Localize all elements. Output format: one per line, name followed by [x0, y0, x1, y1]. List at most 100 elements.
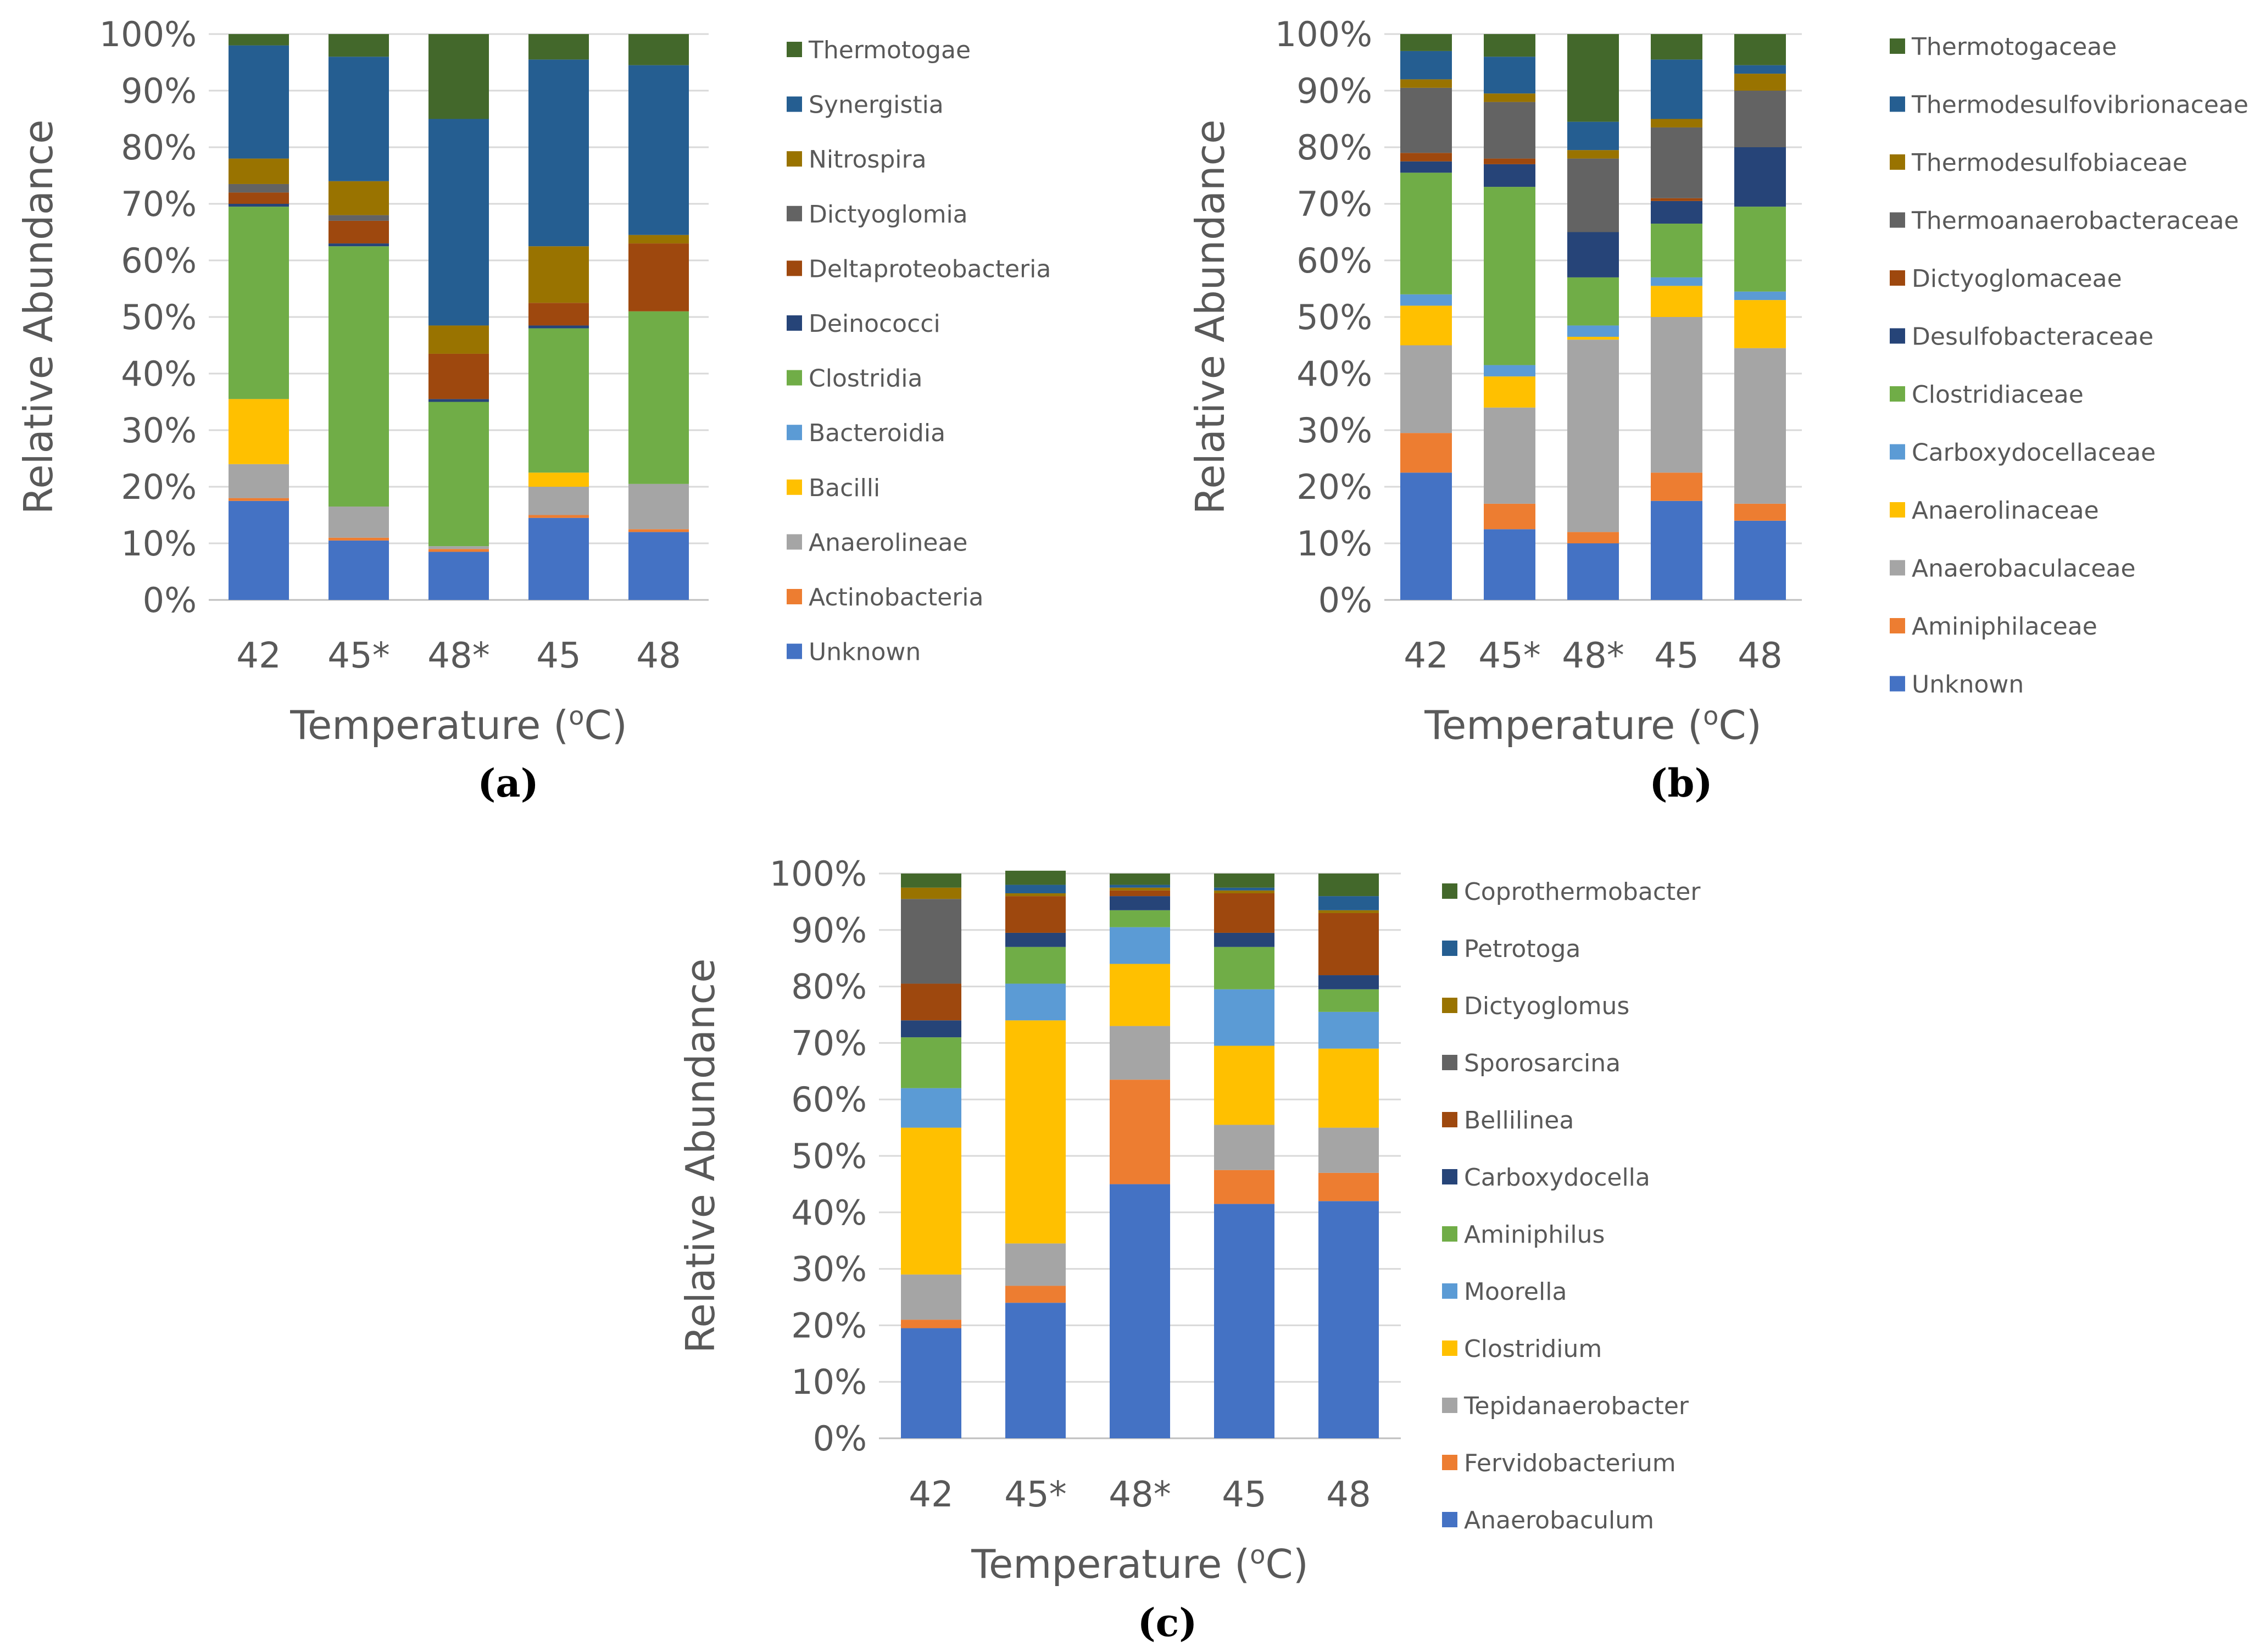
legend: Thermotogaceae Thermodesulfovibrionaceae T… [1890, 33, 2248, 699]
y-axis-title: Relative Abundance [1187, 120, 1233, 515]
bar-segment [229, 158, 289, 184]
x-tick-label: 42 [909, 1475, 953, 1515]
legend-item: Moorella [1442, 1278, 1567, 1306]
legend-item: Clostridiaceae [1890, 381, 2084, 409]
legend-item: Clostridia [787, 365, 922, 393]
legend-swatch [787, 534, 802, 550]
bar-segment [1567, 158, 1619, 232]
legend-swatch [787, 96, 802, 112]
legend-item: Deinococci [787, 310, 940, 338]
bar-segment [628, 65, 689, 235]
bar-segment [1110, 964, 1170, 1026]
bar-segment [1400, 87, 1452, 153]
bar-segment [901, 983, 961, 1021]
bar-segment [428, 353, 489, 399]
legend-swatch [787, 425, 802, 441]
legend-label: Clostridiaceae [1912, 381, 2084, 409]
bar-segment [1734, 348, 1786, 504]
y-tick-label: 30% [121, 410, 197, 450]
bar-segment [1005, 893, 1066, 897]
bar-segment [1214, 989, 1274, 1046]
bar-segment [1214, 1204, 1274, 1438]
bar-segment [901, 1127, 961, 1275]
bar-segment [1110, 910, 1170, 927]
bar-segment [229, 192, 289, 204]
bar-segment [1318, 874, 1379, 897]
legend-label: Fervidobacterium [1464, 1449, 1676, 1477]
bar-segment [1400, 294, 1452, 306]
bar-segment [1400, 433, 1452, 473]
y-tick-label: 60% [1296, 241, 1372, 281]
legend-item: Anaerolinaceae [1890, 497, 2099, 525]
bar-segment [1567, 340, 1619, 532]
legend-label: Anaerobaculum [1464, 1506, 1654, 1534]
bar-segment [1214, 947, 1274, 989]
bar-segment [1005, 1303, 1066, 1438]
bar-segment [1734, 291, 1786, 301]
legend-item: Coprothermobacter [1442, 878, 1701, 906]
legend-item: Dictyoglomaceae [1890, 265, 2122, 293]
bar-segment [1318, 913, 1379, 976]
y-tick-label: 10% [791, 1362, 867, 1402]
legend-item: Aminiphilus [1442, 1221, 1605, 1249]
x-axis-title: Temperature (oC) [290, 701, 627, 748]
legend-item: Dictyoglomus [1442, 992, 1629, 1020]
y-axis-title: Relative Abundance [677, 959, 723, 1354]
legend-label: Bellilinea [1464, 1106, 1574, 1134]
bar-segment [528, 518, 589, 600]
bar-segment [1651, 34, 1702, 60]
legend-label: Actinobacteria [809, 583, 983, 611]
y-tick-label: 40% [121, 354, 197, 394]
x-tick-label: 48 [1738, 636, 1782, 676]
bar-segment [229, 498, 289, 501]
bar-segment [1484, 187, 1535, 365]
y-tick-label: 90% [121, 71, 197, 111]
bar-segment [628, 243, 689, 312]
bar-segment [329, 181, 389, 215]
bar-segment [1400, 153, 1452, 162]
bar-segment [229, 207, 289, 399]
legend-item: Nitrospira [787, 146, 927, 174]
bar-segment [428, 325, 489, 354]
bar-segment [1651, 201, 1702, 224]
bar-segment [329, 540, 389, 600]
bar-segment [1734, 207, 1786, 292]
bar-segment [1400, 345, 1452, 433]
bar-segment [528, 487, 589, 515]
y-tick-label: 60% [121, 241, 197, 281]
bar-segment [901, 887, 961, 899]
bar-segment [1400, 305, 1452, 346]
y-tick-label: 100% [99, 14, 197, 54]
legend-swatch [1890, 96, 1905, 112]
bar-segment [1318, 1201, 1379, 1438]
legend: Thermotogae Synergistia Nitrospira Dictyogl… [787, 36, 1051, 666]
bar-segment [528, 303, 589, 326]
x-tick-label: 45* [327, 636, 389, 676]
legend: Coprothermobacter Petrotoga Dictyoglomus Sp… [1442, 878, 1701, 1534]
legend-item: Actinobacteria [787, 583, 983, 611]
legend-item: Carboxydocellaceae [1890, 439, 2156, 467]
legend-item: Unknown [1890, 671, 2024, 699]
bar-segment [1400, 34, 1452, 51]
legend-label: Thermodesulfobiaceae [1911, 149, 2187, 177]
bar-segment [901, 1328, 961, 1438]
legend-label: Clostridium [1464, 1335, 1602, 1363]
bar-segment [1110, 896, 1170, 910]
bar-segment [229, 464, 289, 498]
bar-segment [1214, 893, 1274, 933]
bar-segment [329, 220, 389, 244]
legend-item: Tepidanaerobacter [1442, 1392, 1689, 1420]
bar-segment [528, 34, 589, 60]
bar-segment [1651, 198, 1702, 201]
legend-swatch [787, 643, 802, 659]
legend-item: Anaerobaculum [1442, 1506, 1654, 1534]
bar-segment [428, 34, 489, 119]
bar-segment [528, 59, 589, 247]
bar-segment [628, 311, 689, 484]
y-tick-label: 0% [813, 1419, 867, 1459]
bar-segment [901, 1037, 961, 1088]
legend-swatch [1442, 883, 1457, 899]
bar-segment [428, 119, 489, 326]
bar-segment [1400, 51, 1452, 80]
panel-label: (b) [1649, 760, 1712, 806]
